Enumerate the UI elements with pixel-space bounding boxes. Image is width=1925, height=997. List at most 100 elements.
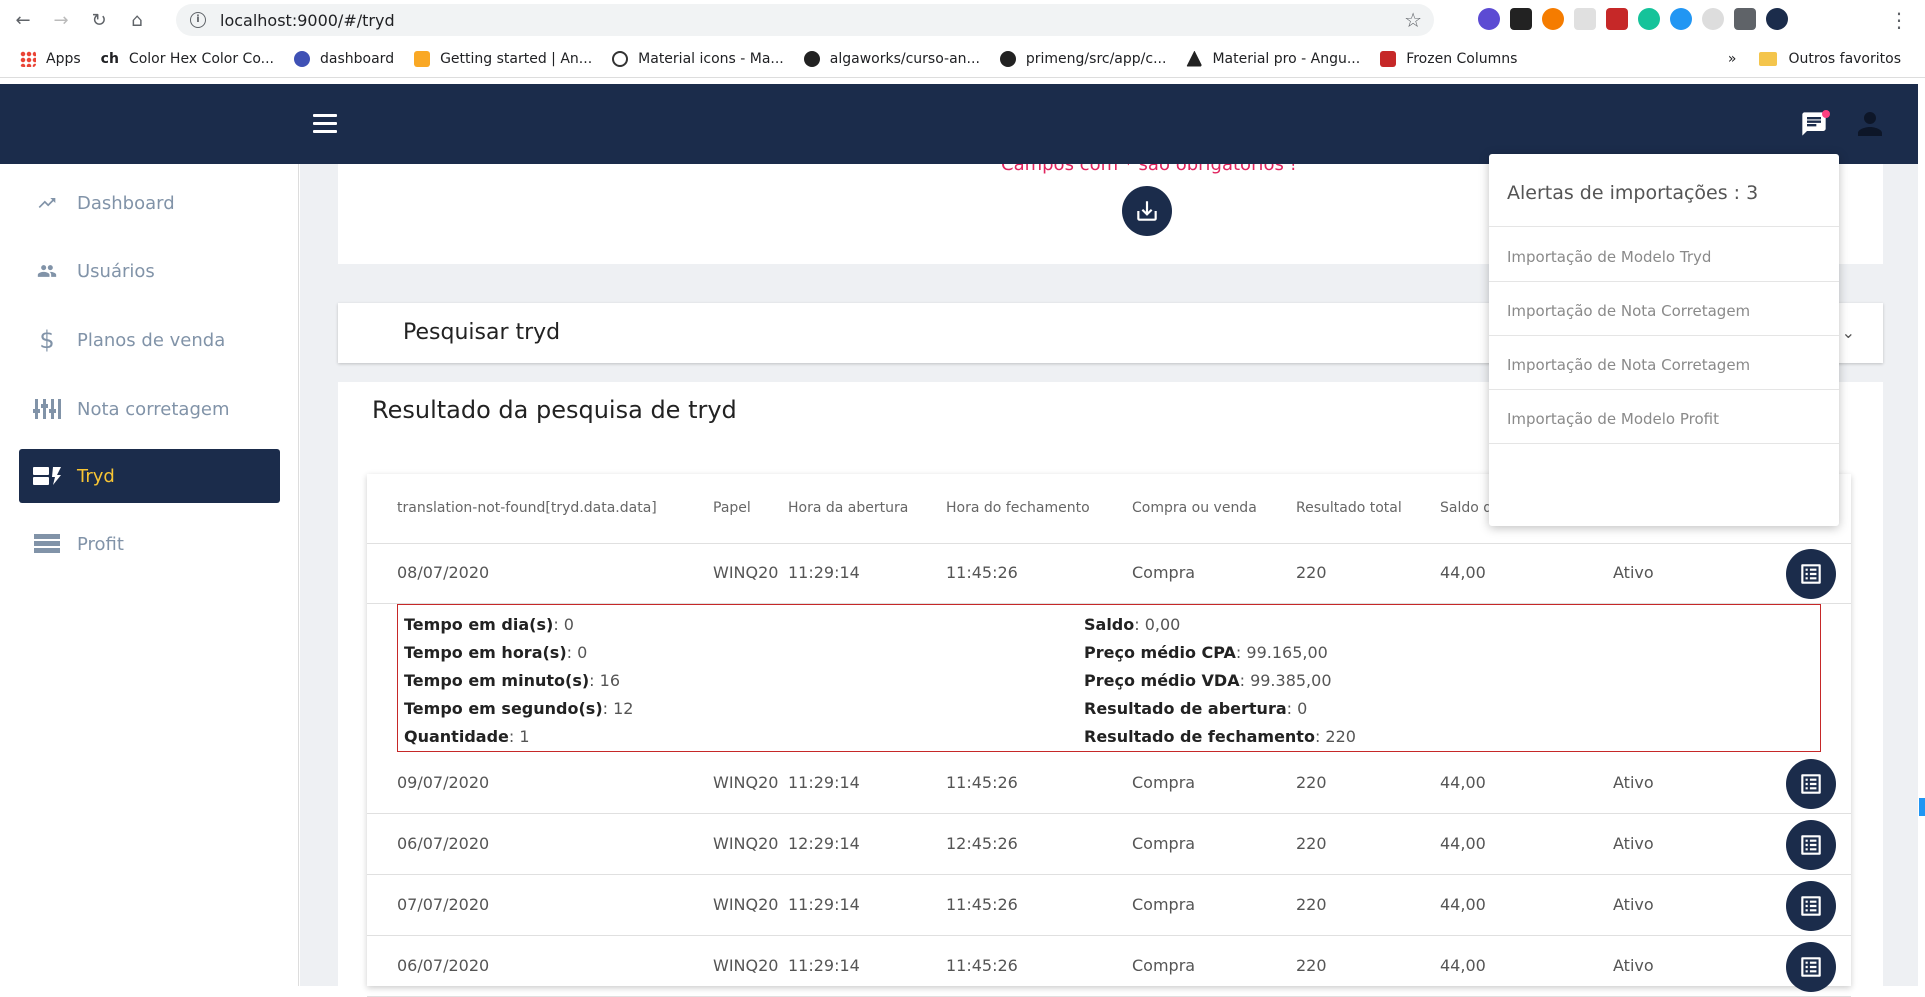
bookmark-item[interactable]: ch Color Hex Color Co...	[100, 50, 275, 67]
detail-item: Quantidade: 1	[404, 727, 530, 746]
detail-item: Tempo em dia(s): 0	[404, 615, 574, 634]
home-icon[interactable]: ⌂	[131, 9, 143, 31]
alert-item[interactable]: Importação de Nota Corretagem	[1507, 302, 1751, 320]
detail-item: Preço médio CPA: 99.165,00	[1084, 643, 1328, 662]
extension-icon[interactable]	[1702, 8, 1724, 30]
import-button[interactable]	[1122, 186, 1172, 236]
site-info-icon[interactable]: i	[190, 12, 206, 28]
alert-item[interactable]: Importação de Modelo Profit	[1507, 410, 1719, 428]
folder-icon	[1758, 52, 1777, 66]
extension-icon[interactable]	[1542, 8, 1564, 30]
extension-icon[interactable]	[1670, 8, 1692, 30]
bookmark-item[interactable]: Getting started | An...	[414, 50, 592, 67]
row-detail-panel: Tempo em dia(s): 0 Tempo em hora(s): 0 T…	[397, 604, 1821, 752]
extension-icon[interactable]	[1510, 8, 1532, 30]
table-row[interactable]: 07/07/2020 WINQ20 11:29:14 11:45:26 Comp…	[367, 876, 1851, 936]
sidebar-item-usuarios[interactable]: Usuários	[19, 244, 280, 298]
cell-status: Ativo	[1613, 895, 1654, 914]
extension-icon[interactable]	[1574, 8, 1596, 30]
row-details-button[interactable]	[1786, 549, 1836, 599]
table-row[interactable]: 06/07/2020 WINQ20 12:29:14 12:45:26 Comp…	[367, 815, 1851, 875]
cell-saldo: 44,00	[1440, 773, 1486, 792]
address-bar[interactable]: i localhost:9000/#/tryd ☆	[176, 4, 1434, 36]
bookmark-item[interactable]: Frozen Columns	[1380, 50, 1517, 67]
column-header[interactable]: Compra ou venda	[1132, 500, 1257, 516]
divider	[1489, 226, 1839, 227]
sidebar-item-dashboard[interactable]: Dashboard	[19, 176, 280, 230]
detail-item: Tempo em minuto(s): 16	[404, 671, 620, 690]
cell-papel: WINQ20	[713, 895, 779, 914]
row-details-button[interactable]	[1786, 881, 1836, 931]
more-bookmarks-icon[interactable]: »	[1727, 51, 1737, 67]
alert-item[interactable]: Importação de Nota Corretagem	[1507, 356, 1751, 374]
sidebar-item-nota-corretagem[interactable]: Nota corretagem	[19, 382, 280, 436]
sidebar: Dashboard Usuários $ Planos de venda Not…	[0, 164, 299, 986]
cell-papel: WINQ20	[713, 773, 779, 792]
divider	[1489, 443, 1839, 444]
browser-menu-icon[interactable]: ⋮	[1889, 8, 1909, 32]
sidebar-item-planos-de-venda[interactable]: $ Planos de venda	[19, 313, 280, 367]
forward-icon[interactable]: →	[53, 9, 69, 31]
cell-tipo: Compra	[1132, 895, 1196, 914]
column-header[interactable]: Papel	[713, 500, 751, 516]
app-header	[0, 84, 1918, 164]
bookmark-star-icon[interactable]: ☆	[1404, 8, 1422, 32]
table-row[interactable]: 08/07/2020 WINQ20 11:29:14 11:45:26 Comp…	[367, 544, 1851, 604]
sidebar-item-tryd[interactable]: Tryd	[19, 449, 280, 503]
detail-item: Resultado de abertura: 0	[1084, 699, 1308, 718]
cell-fechamento: 11:45:26	[946, 956, 1018, 975]
scrollbar-thumb[interactable]	[1919, 798, 1925, 816]
column-header[interactable]: Resultado total	[1296, 500, 1402, 516]
chevron-down-icon[interactable]: ⌄	[1841, 323, 1855, 342]
column-header[interactable]: Hora do fechamento	[946, 500, 1090, 516]
detail-item: Resultado de fechamento: 220	[1084, 727, 1356, 746]
cell-status: Ativo	[1613, 956, 1654, 975]
profile-avatar[interactable]	[1766, 8, 1788, 30]
bookmark-item[interactable]: Material icons - Ma...	[612, 50, 784, 67]
row-details-button[interactable]	[1786, 942, 1836, 992]
extension-icon[interactable]	[1638, 8, 1660, 30]
list-alt-icon	[1801, 564, 1821, 584]
cell-data: 06/07/2020	[397, 956, 490, 975]
reload-icon[interactable]: ↻	[91, 9, 107, 31]
bookmark-item[interactable]: Material pro - Angu...	[1186, 50, 1360, 67]
cell-data: 07/07/2020	[397, 895, 490, 914]
chat-icon[interactable]	[1799, 110, 1829, 138]
extension-icon[interactable]	[1478, 8, 1500, 30]
table-row[interactable]: 09/07/2020 WINQ20 11:29:14 11:45:26 Comp…	[367, 754, 1851, 814]
download-icon	[1137, 201, 1157, 221]
bookmark-item[interactable]: dashboard	[294, 50, 394, 67]
table-row[interactable]: 06/07/2020 WINQ20 11:29:14 11:45:26 Comp…	[367, 937, 1851, 997]
bookmark-item[interactable]: algaworks/curso-an...	[803, 50, 980, 67]
cell-data: 08/07/2020	[397, 563, 490, 582]
extension-icon[interactable]	[1606, 8, 1628, 30]
bookmark-apps[interactable]: Apps	[20, 50, 81, 67]
alerts-title: Alertas de importações : 3	[1507, 182, 1759, 204]
cell-saldo: 44,00	[1440, 834, 1486, 853]
column-header[interactable]: Hora da abertura	[788, 500, 909, 516]
search-panel-title: Pesquisar tryd	[403, 320, 561, 345]
menu-icon[interactable]	[313, 114, 337, 134]
other-favorites-link[interactable]: Outros favoritos	[1788, 51, 1902, 67]
sidebar-item-profit[interactable]: Profit	[19, 517, 280, 571]
cell-fechamento: 12:45:26	[946, 834, 1018, 853]
results-title: Resultado da pesquisa de tryd	[372, 396, 737, 424]
column-header[interactable]: Saldo d	[1440, 500, 1493, 516]
bookmarks-bar: Apps ch Color Hex Color Co... dashboard …	[0, 40, 1925, 78]
row-details-button[interactable]	[1786, 820, 1836, 870]
detail-item: Preço médio VDA: 99.385,00	[1084, 671, 1332, 690]
view-list-icon	[33, 532, 61, 556]
account-icon[interactable]	[1852, 104, 1888, 144]
cell-saldo: 44,00	[1440, 956, 1486, 975]
column-header[interactable]: translation-not-found[tryd.data.data]	[397, 500, 657, 516]
divider	[1489, 389, 1839, 390]
detail-item: Tempo em hora(s): 0	[404, 643, 588, 662]
row-details-button[interactable]	[1786, 759, 1836, 809]
alert-item[interactable]: Importação de Modelo Tryd	[1507, 248, 1712, 266]
url-text: localhost:9000/#/tryd	[220, 10, 395, 30]
puzzle-icon[interactable]	[1734, 8, 1756, 30]
back-icon[interactable]: ←	[15, 9, 31, 31]
dashboard-icon	[294, 50, 311, 67]
bookmark-item[interactable]: primeng/src/app/c...	[999, 50, 1166, 67]
cell-resultado: 220	[1296, 895, 1327, 914]
